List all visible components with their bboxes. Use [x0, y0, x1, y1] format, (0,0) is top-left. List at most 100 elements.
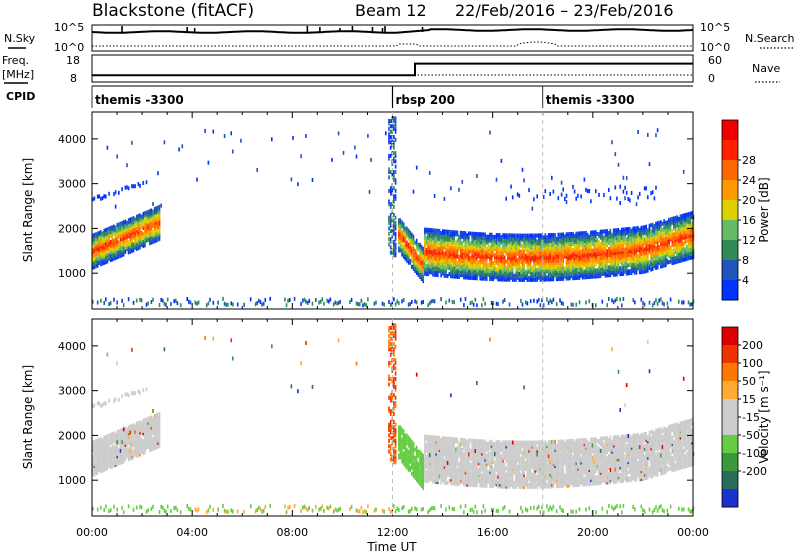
- power-cell: [446, 229, 449, 234]
- power-cell: [572, 242, 574, 246]
- power-cell: [663, 247, 665, 252]
- power-cell: [511, 267, 514, 272]
- colorbar-tick-label: 16: [742, 214, 756, 227]
- power-cell: [663, 237, 665, 242]
- power-cell: [538, 297, 540, 302]
- nsearch-label: N.Search: [745, 32, 795, 45]
- power-cell: [127, 232, 130, 237]
- power-cell: [186, 297, 188, 301]
- power-cell: [565, 266, 568, 271]
- power-cell: [422, 248, 424, 253]
- power-cell: [635, 270, 638, 275]
- nsky-right-tick-bottom: 10^0: [700, 41, 730, 54]
- power-cell: [520, 298, 522, 303]
- power-cell: [484, 254, 486, 259]
- power-cell: [350, 297, 353, 302]
- power-cell: [155, 206, 158, 211]
- power-cell: [394, 119, 397, 123]
- power-cell: [663, 221, 665, 226]
- power-cell: [621, 272, 623, 276]
- velocity-cell: [116, 440, 118, 445]
- power-cell: [140, 298, 143, 303]
- power-cell: [564, 240, 566, 245]
- power-cell: [147, 301, 149, 306]
- velocity-cell: [109, 461, 112, 466]
- power-cell: [394, 180, 397, 185]
- power-cell: [638, 262, 641, 267]
- power-cell: [536, 299, 538, 304]
- power-cell: [425, 239, 428, 244]
- power-cell: [437, 259, 439, 263]
- power-cell: [137, 228, 140, 233]
- power-cell: [427, 260, 429, 265]
- power-cell: [551, 175, 553, 180]
- power-cell: [93, 259, 96, 264]
- nave-label: Nave: [752, 62, 780, 75]
- power-cell: [93, 196, 96, 201]
- power-cell: [560, 301, 563, 305]
- velocity-cell: [116, 434, 118, 439]
- power-cell: [536, 275, 538, 280]
- power-cell: [510, 233, 512, 238]
- power-cell: [551, 237, 553, 242]
- power-cell: [542, 235, 545, 240]
- power-cell: [643, 253, 646, 258]
- power-cell: [103, 238, 105, 243]
- power-cell: [637, 236, 639, 241]
- power-cell: [481, 240, 483, 245]
- velocity-cell: [132, 437, 135, 442]
- power-cell: [409, 302, 411, 306]
- power-cell: [450, 186, 452, 191]
- power-cell: [389, 186, 392, 191]
- power-cell: [498, 277, 501, 282]
- power-cell: [544, 247, 547, 252]
- power-cell: [108, 234, 110, 239]
- power-cell: [616, 228, 618, 233]
- power-cell: [665, 220, 667, 225]
- power-cell: [503, 255, 506, 260]
- power-cell: [497, 253, 499, 258]
- power-cell: [529, 271, 532, 276]
- power-cell: [132, 242, 135, 247]
- power-cell: [528, 275, 530, 280]
- power-cell: [572, 254, 574, 259]
- power-cell: [655, 235, 657, 240]
- power-cell: [567, 246, 569, 251]
- power-cell: [539, 251, 542, 256]
- power-cell: [108, 191, 110, 196]
- velocity-cell: [134, 450, 136, 455]
- velocity-cell: [127, 451, 130, 456]
- velocity-cell: [113, 457, 115, 462]
- velocity-cell: [111, 464, 114, 469]
- power-cell: [604, 255, 607, 260]
- power-cell: [678, 249, 680, 254]
- power-cell: [464, 259, 467, 264]
- power-cell: [100, 298, 102, 303]
- power-cell: [393, 250, 395, 255]
- date-range: 22/Feb/2016 – 23/Feb/2016: [455, 1, 674, 20]
- power-cell: [682, 233, 685, 238]
- velocity-cell: [135, 433, 138, 438]
- power-cell: [622, 253, 625, 258]
- power-cell: [573, 233, 576, 238]
- power-cell: [604, 263, 607, 268]
- power-cell: [137, 214, 140, 218]
- power-cell: [612, 244, 615, 249]
- power-cell: [632, 298, 634, 302]
- power-cell: [645, 267, 647, 272]
- power-cell: [521, 233, 524, 238]
- power-cell: [391, 218, 394, 223]
- power-cell: [674, 256, 677, 261]
- power-cell: [572, 268, 574, 273]
- power-cell: [388, 199, 390, 204]
- power-cell: [134, 243, 136, 248]
- power-cell: [140, 240, 143, 245]
- velocity-cell: [132, 441, 135, 446]
- power-cell: [303, 297, 306, 302]
- power-cell: [577, 257, 579, 262]
- power-cell: [655, 298, 657, 303]
- power-cell: [681, 214, 683, 218]
- velocity-cell: [126, 440, 128, 444]
- power-cell: [412, 238, 415, 243]
- power-cell: [209, 297, 211, 302]
